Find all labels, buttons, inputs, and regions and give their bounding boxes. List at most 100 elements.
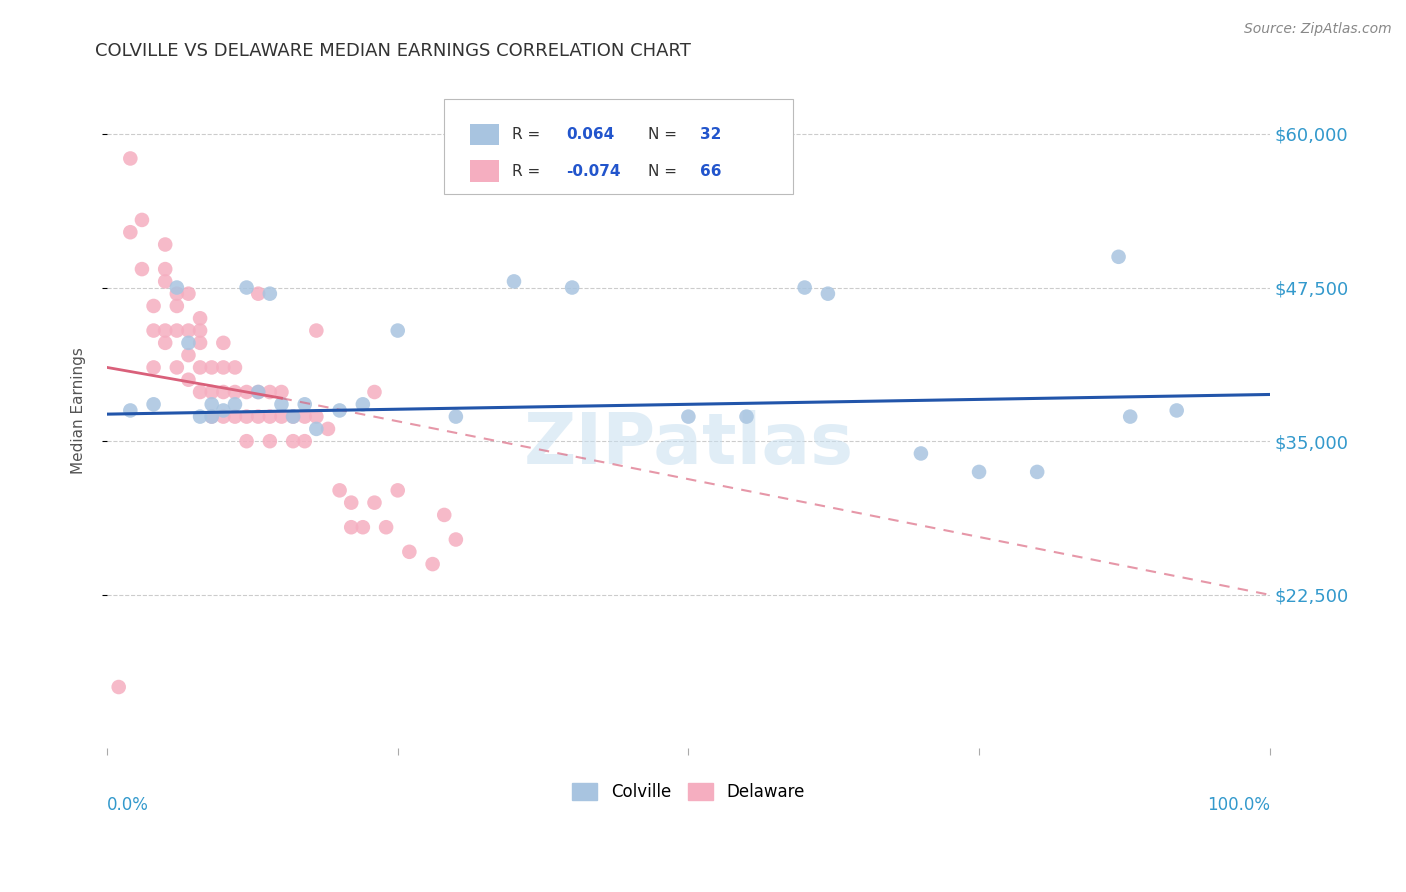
Point	[259, 434, 281, 449]
Point	[281, 434, 304, 449]
Point	[142, 324, 165, 338]
Point	[363, 384, 385, 399]
Point	[224, 360, 246, 375]
FancyBboxPatch shape	[470, 124, 499, 145]
Text: N =: N =	[648, 163, 676, 178]
Point	[294, 397, 316, 411]
Point	[166, 280, 188, 294]
Text: COLVILLE VS DELAWARE MEDIAN EARNINGS CORRELATION CHART: COLVILLE VS DELAWARE MEDIAN EARNINGS COR…	[96, 42, 692, 60]
Point	[188, 324, 211, 338]
Point	[188, 335, 211, 350]
Point	[166, 324, 188, 338]
Point	[201, 360, 224, 375]
Point	[212, 384, 235, 399]
Point	[212, 403, 235, 417]
Point	[120, 225, 142, 239]
Point	[224, 397, 246, 411]
Point	[817, 286, 839, 301]
Point	[155, 324, 177, 338]
Point	[281, 409, 304, 424]
Point	[155, 335, 177, 350]
Point	[281, 409, 304, 424]
Point	[352, 397, 374, 411]
Point	[329, 403, 352, 417]
Point	[305, 409, 328, 424]
Point	[235, 280, 257, 294]
Point	[235, 434, 257, 449]
Point	[188, 409, 211, 424]
Point	[387, 483, 409, 498]
Point	[1108, 250, 1130, 264]
Point	[235, 384, 257, 399]
Point	[177, 324, 200, 338]
Point	[247, 384, 270, 399]
Point	[224, 384, 246, 399]
Point	[340, 520, 363, 534]
Text: 32: 32	[700, 128, 721, 142]
Point	[107, 680, 129, 694]
Point	[142, 397, 165, 411]
Point	[387, 324, 409, 338]
Text: Source: ZipAtlas.com: Source: ZipAtlas.com	[1244, 22, 1392, 37]
Text: -0.074: -0.074	[567, 163, 621, 178]
Point	[188, 311, 211, 326]
Point	[166, 360, 188, 375]
Point	[120, 403, 142, 417]
Point	[212, 360, 235, 375]
Point	[131, 262, 153, 277]
Point	[444, 409, 467, 424]
Point	[375, 520, 398, 534]
Point	[1119, 409, 1142, 424]
Text: R =: R =	[512, 163, 540, 178]
Point	[188, 360, 211, 375]
Point	[177, 335, 200, 350]
Point	[201, 409, 224, 424]
Point	[259, 286, 281, 301]
Point	[235, 409, 257, 424]
Point	[155, 237, 177, 252]
Point	[247, 286, 270, 301]
Text: 0.064: 0.064	[567, 128, 614, 142]
Point	[259, 409, 281, 424]
Point	[678, 409, 700, 424]
Point	[120, 152, 142, 166]
Point	[503, 274, 526, 288]
Text: R =: R =	[512, 128, 540, 142]
Point	[352, 520, 374, 534]
Point	[212, 335, 235, 350]
Point	[294, 409, 316, 424]
Point	[422, 557, 444, 571]
Point	[270, 397, 292, 411]
Text: N =: N =	[648, 128, 676, 142]
Point	[247, 409, 270, 424]
FancyBboxPatch shape	[444, 100, 793, 194]
Point	[305, 324, 328, 338]
Point	[177, 373, 200, 387]
Point	[155, 262, 177, 277]
Text: 0.0%: 0.0%	[107, 796, 149, 814]
Y-axis label: Median Earnings: Median Earnings	[72, 347, 86, 474]
Point	[433, 508, 456, 522]
Point	[1166, 403, 1188, 417]
Point	[270, 384, 292, 399]
Point	[735, 409, 758, 424]
Point	[188, 384, 211, 399]
Point	[444, 533, 467, 547]
Point	[142, 299, 165, 313]
Point	[166, 299, 188, 313]
Point	[316, 422, 339, 436]
Point	[224, 409, 246, 424]
FancyBboxPatch shape	[470, 161, 499, 182]
Text: 100.0%: 100.0%	[1206, 796, 1270, 814]
Point	[131, 213, 153, 227]
Point	[305, 422, 328, 436]
Point	[177, 286, 200, 301]
Point	[910, 446, 932, 460]
Point	[259, 384, 281, 399]
Point	[1026, 465, 1049, 479]
Point	[329, 483, 352, 498]
Point	[201, 384, 224, 399]
Point	[363, 496, 385, 510]
Point	[201, 409, 224, 424]
Point	[247, 384, 270, 399]
